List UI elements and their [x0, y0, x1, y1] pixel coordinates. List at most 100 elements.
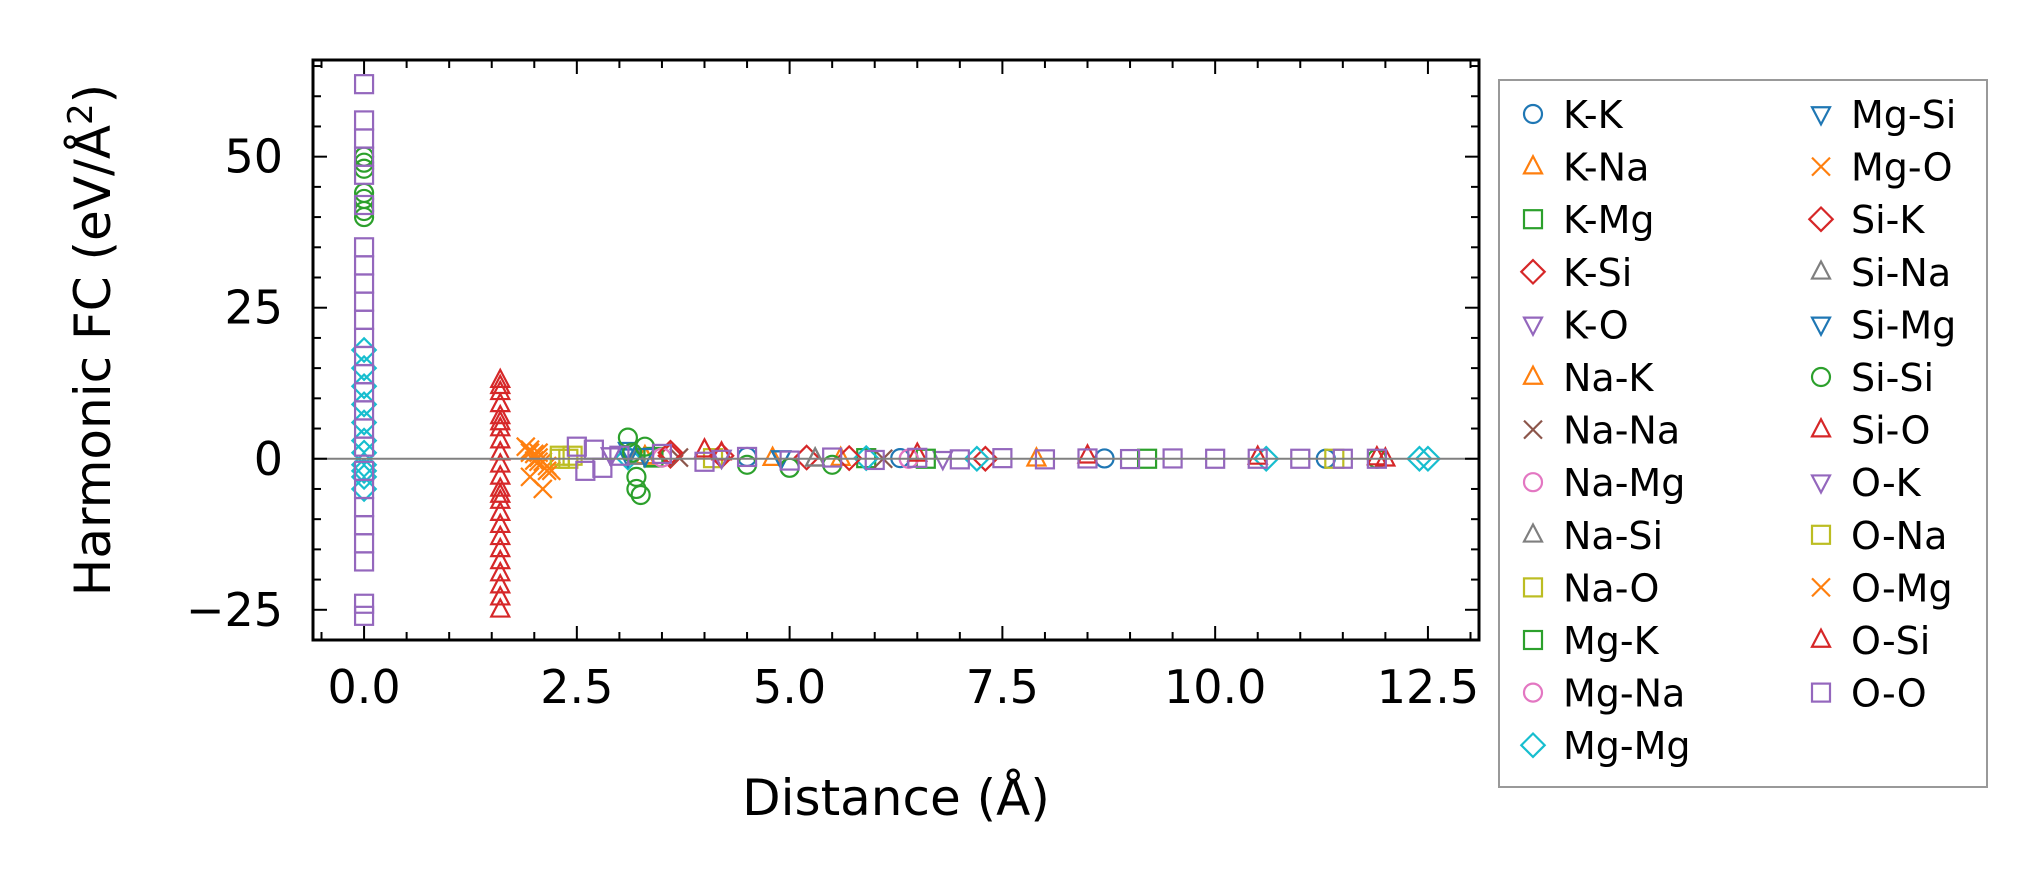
series-o-o	[353, 74, 1387, 626]
data-point	[804, 446, 826, 467]
legend-item: Si-Na	[1810, 251, 1951, 295]
legend-marker	[1519, 731, 1547, 759]
data-point	[489, 536, 512, 558]
legend-label: Mg-Si	[1851, 93, 1956, 137]
legend-item: Mg-O	[1811, 146, 1953, 190]
data-point	[353, 291, 375, 312]
legend-item: Si-Si	[1810, 356, 1934, 400]
legend-item: O-Na	[1810, 514, 1947, 558]
data-point	[353, 593, 375, 614]
data-point	[489, 415, 512, 437]
legend-item: K-O	[1522, 303, 1629, 347]
data-point	[489, 524, 512, 546]
data-point	[353, 515, 375, 536]
data-point	[489, 439, 512, 461]
data-point	[931, 450, 954, 472]
legend-label: O-Na	[1851, 514, 1947, 558]
legend-marker	[1522, 682, 1544, 703]
legend-marker	[1807, 205, 1835, 233]
legend-item: O-Si	[1810, 619, 1930, 663]
legend-item: K-Mg	[1522, 198, 1655, 242]
legend-label: K-Na	[1563, 146, 1649, 190]
data-point	[779, 450, 800, 471]
legend-marker	[1522, 472, 1544, 493]
legend-marker	[1519, 258, 1547, 286]
legend-item: O-Mg	[1811, 566, 1953, 610]
data-point	[489, 597, 512, 618]
legend-marker	[1522, 153, 1544, 175]
legend-marker	[1811, 577, 1831, 598]
legend-label: O-Mg	[1851, 566, 1953, 610]
legend: K-K K-Na K-Mg K-Si K-O Na-K Na-Na Na-Mg Na-Si Na-…	[1498, 79, 1988, 788]
data-point	[353, 128, 375, 149]
data-point	[353, 237, 375, 258]
data-point	[1252, 445, 1280, 473]
legend-marker	[1522, 209, 1544, 230]
data-point	[353, 255, 375, 276]
legend-label: Si-K	[1851, 198, 1925, 242]
legend-label: Si-Na	[1851, 251, 1951, 295]
data-point	[353, 551, 375, 572]
data-point	[583, 439, 604, 460]
legend-marker	[1810, 627, 1832, 648]
data-point	[906, 441, 929, 462]
legend-marker	[1523, 419, 1543, 440]
data-point	[489, 373, 512, 395]
series-o-si	[489, 373, 512, 606]
data-point	[489, 464, 512, 485]
data-point	[1414, 445, 1442, 473]
data-point	[669, 447, 689, 468]
data-point	[630, 484, 651, 506]
data-point	[489, 403, 512, 425]
data-point	[489, 452, 512, 473]
y-tick-label: 0	[254, 432, 283, 486]
data-point	[779, 457, 800, 478]
legend-marker	[1810, 316, 1832, 338]
data-point	[350, 463, 378, 491]
data-point	[489, 500, 512, 521]
legend-marker	[1811, 156, 1831, 177]
series-mg-mg	[350, 336, 1442, 503]
data-point	[489, 572, 512, 594]
legend-label: Na-K	[1563, 356, 1654, 400]
legend-item: Na-Na	[1523, 409, 1680, 453]
plot-frame	[311, 58, 1481, 642]
data-point	[804, 446, 826, 467]
data-point	[1246, 444, 1269, 465]
data-point	[489, 548, 512, 570]
data-point	[489, 476, 512, 497]
data-point	[489, 427, 512, 449]
legend-marker	[1810, 682, 1832, 703]
data-point	[489, 560, 512, 582]
legend-label: Na-O	[1563, 566, 1659, 610]
data-point	[489, 367, 512, 389]
data-point	[622, 442, 643, 463]
legend-marker	[1522, 316, 1544, 338]
x-tick-label: 7.5	[966, 660, 1039, 714]
legend-marker	[1522, 103, 1544, 125]
plot-area	[350, 74, 1442, 626]
legend-box	[1498, 79, 1988, 788]
legend-item: Si-O	[1810, 409, 1930, 453]
x-axis-label: Distance (Å)	[742, 769, 1050, 827]
y-tick-label: 25	[224, 281, 283, 335]
data-point	[609, 445, 630, 466]
data-point	[489, 482, 512, 503]
legend-marker	[1522, 522, 1544, 543]
y-tick-label: 50	[224, 130, 283, 184]
data-point	[353, 110, 375, 131]
data-point	[693, 436, 716, 458]
data-point	[489, 512, 512, 534]
data-point	[489, 409, 512, 431]
legend-label: Na-Na	[1563, 409, 1680, 453]
legend-marker	[1522, 364, 1544, 385]
data-point	[353, 164, 375, 185]
legend-label: Mg-Na	[1563, 672, 1685, 716]
data-point	[533, 479, 553, 499]
legend-item: Na-Si	[1522, 514, 1663, 558]
data-point	[353, 533, 375, 554]
legend-item: O-O	[1810, 672, 1927, 716]
data-point	[1406, 445, 1433, 473]
legend-label: Mg-Mg	[1563, 724, 1691, 768]
